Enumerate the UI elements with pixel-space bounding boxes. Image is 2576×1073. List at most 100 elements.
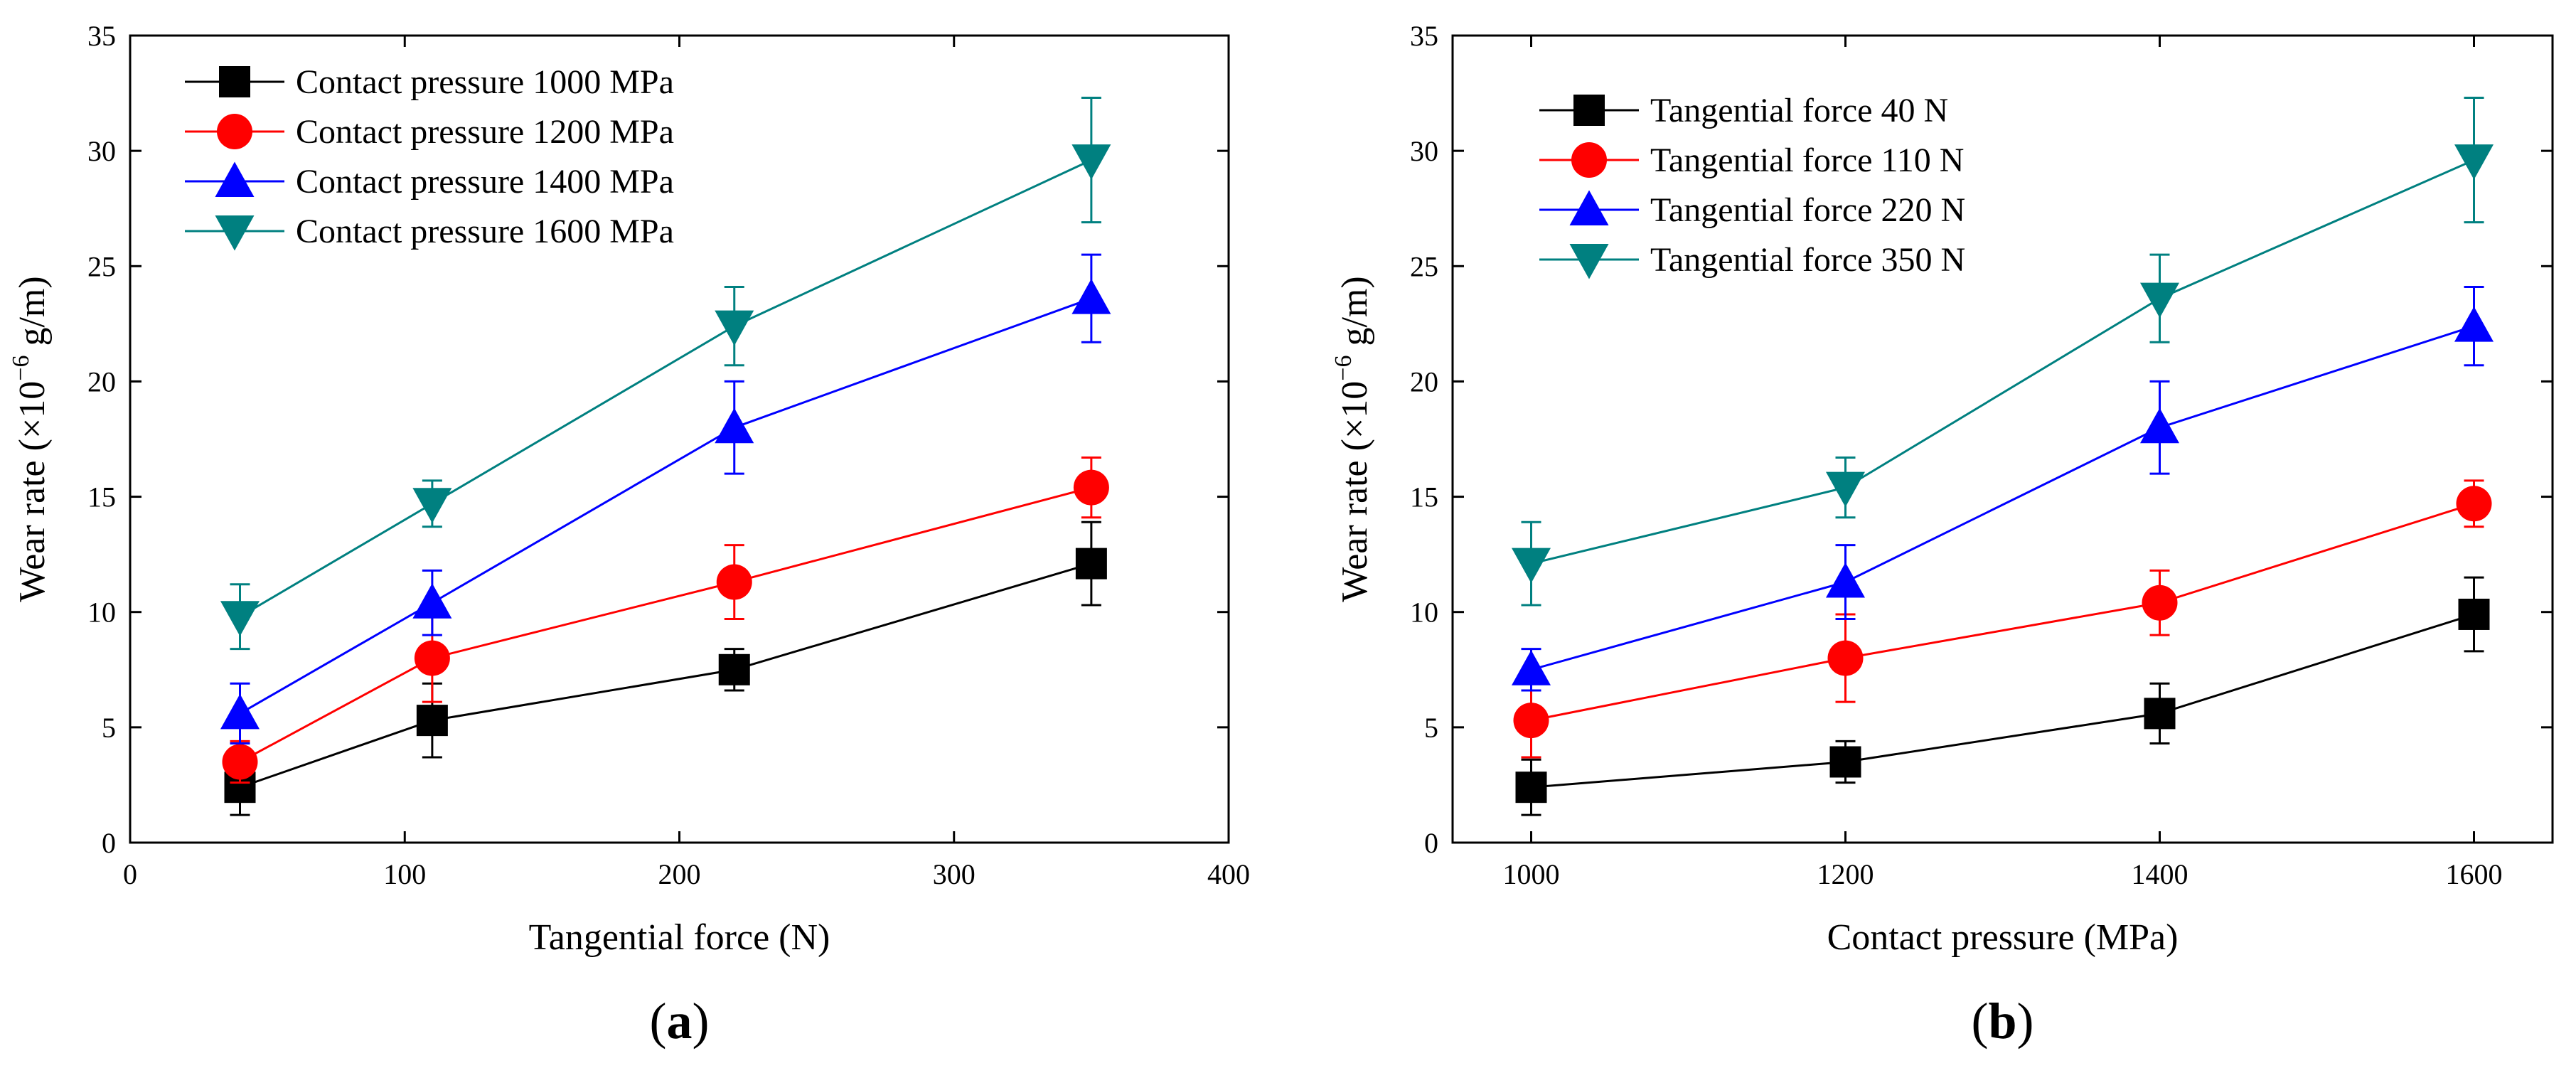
data-point: [718, 653, 750, 685]
series-line: [1531, 159, 2475, 565]
data-point: [2144, 698, 2176, 730]
legend: Tangential force 40 N Tangential force 11…: [1539, 92, 1965, 279]
series-1: [224, 521, 1107, 816]
x-tick-label: 1200: [1817, 858, 1874, 890]
data-point: [1829, 746, 1861, 778]
legend-label: Tangential force 40 N: [1650, 92, 1948, 129]
legend-label: Contact pressure 1200 MPa: [296, 113, 674, 151]
plot-frame: [1451, 34, 2554, 844]
series-3: [220, 253, 1111, 745]
x-tick-label: 0: [123, 858, 137, 890]
legend-marker: [219, 66, 250, 97]
data-point: [1512, 650, 1551, 685]
y-axis-title: Wear rate (×10−6 g/m): [8, 276, 53, 602]
data-point: [222, 744, 258, 780]
data-point: [2458, 598, 2490, 630]
panel-label: (a): [650, 993, 710, 1050]
series-line: [1531, 502, 2474, 722]
x-axis-title: Contact pressure (MPa): [1827, 917, 2179, 958]
data-point: [1075, 548, 1107, 580]
y-tick-label: 15: [87, 481, 116, 513]
y-tick-label: 25: [87, 250, 116, 282]
legend-label: Tangential force 110 N: [1650, 142, 1964, 179]
chart-panel-b: 0 5 10 15 20 25 30 35 1000 1200 1400 1600 Contact pr…: [1330, 20, 2554, 1050]
panel-label-close: ): [693, 993, 710, 1050]
legend-marker: [1569, 244, 1609, 279]
y-tick-label: 35: [87, 20, 116, 52]
x-tick-label: 400: [1207, 858, 1250, 890]
y-axis-title-prefix: Wear rate (×10: [1335, 381, 1375, 602]
x-tick-label: 1000: [1503, 858, 1560, 890]
series-line: [239, 297, 1092, 715]
y-tick-label: 10: [1410, 597, 1438, 629]
panel-label-letter: b: [1988, 993, 2016, 1050]
data-point: [2140, 282, 2179, 319]
y-tick-label: 0: [1424, 827, 1438, 859]
data-point: [1513, 703, 1549, 739]
y-tick-label: 20: [87, 365, 116, 397]
data-point: [2140, 407, 2179, 444]
x-tick-label: 1400: [2132, 858, 2188, 890]
legend-item: Contact pressure 1600 MPa: [185, 213, 674, 251]
y-tick-label: 30: [87, 135, 116, 167]
y-tick-label: 20: [1410, 365, 1438, 397]
data-point: [2454, 306, 2494, 342]
data-point: [1071, 279, 1111, 314]
legend-label: Contact pressure 1000 MPa: [296, 63, 674, 101]
x-tick-label: 300: [933, 858, 976, 890]
y-tick-label: 0: [102, 827, 116, 859]
y-tick-label: 15: [1410, 481, 1438, 513]
y-axis-title: Wear rate (×10−6 g/m): [1330, 276, 1375, 602]
y-tick-label: 35: [1410, 20, 1438, 52]
x-tick-label: 200: [658, 858, 701, 890]
legend-marker: [1569, 190, 1609, 225]
x-axis-title: Tangential force (N): [529, 917, 830, 958]
legend-marker: [217, 114, 252, 149]
legend-item: Tangential force 110 N: [1539, 142, 1964, 179]
panel-label-letter: a: [667, 993, 693, 1050]
series-2: [222, 456, 1109, 784]
data-point: [412, 583, 452, 619]
legend-marker: [1571, 142, 1607, 178]
data-point: [1826, 471, 1865, 508]
plot-frame: [129, 34, 1230, 844]
data-point: [412, 488, 452, 523]
panel-label-open: (: [650, 993, 667, 1050]
series-2: [1513, 479, 2492, 759]
data-point: [1827, 640, 1864, 676]
legend-label: Contact pressure 1400 MPa: [296, 163, 674, 201]
series-line: [240, 562, 1092, 789]
x-tick-label: 1600: [2446, 858, 2503, 890]
series-1: [1515, 576, 2490, 816]
legend-label: Tangential force 220 N: [1650, 191, 1965, 229]
legend-item: Tangential force 350 N: [1539, 241, 1965, 279]
panel-label-open: (: [1971, 993, 1988, 1050]
series-line: [1531, 613, 2474, 789]
y-tick-label: 25: [1410, 250, 1438, 282]
data-point: [715, 310, 754, 346]
series-3: [1512, 285, 2494, 692]
data-point: [1073, 469, 1109, 506]
y-tick-label: 5: [1424, 712, 1438, 744]
series-4: [220, 97, 1111, 651]
data-point: [1515, 772, 1547, 804]
data-point: [416, 705, 448, 737]
legend-item: Tangential force 220 N: [1539, 190, 1965, 229]
series-line: [239, 159, 1092, 618]
legend-item: Contact pressure 1200 MPa: [185, 113, 674, 151]
data-point: [2454, 144, 2494, 180]
legend-marker: [1573, 95, 1605, 126]
panel-label: (b): [1971, 993, 2033, 1050]
y-axis-title-prefix: Wear rate (×10: [12, 381, 53, 602]
data-point: [1071, 144, 1111, 180]
x-tick-label: 100: [383, 858, 426, 890]
series-line: [239, 486, 1092, 763]
data-point: [1512, 548, 1551, 584]
legend-marker: [215, 161, 255, 197]
legend-marker: [215, 215, 255, 251]
y-axis-title-suffix: g/m): [12, 276, 53, 355]
legend: Contact pressure 1000 MPa Contact pressur…: [185, 63, 674, 251]
y-tick-label: 10: [87, 597, 116, 629]
y-axis-title-exponent: −6: [8, 356, 34, 381]
